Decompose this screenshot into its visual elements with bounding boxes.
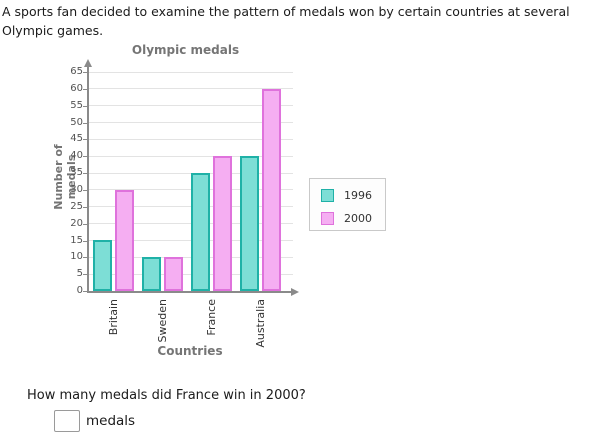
bar-2000-France: [213, 156, 232, 291]
y-tick-mark: [83, 122, 88, 124]
bar-1996-Sweden: [142, 257, 161, 291]
y-tick-label: 60: [70, 82, 83, 94]
y-axis-arrow-icon: [84, 59, 92, 67]
x-axis-line: [87, 291, 292, 293]
y-tick-mark: [83, 139, 88, 141]
gridline: [89, 71, 293, 73]
y-tick-label: 35: [70, 167, 83, 179]
y-tick-mark: [83, 257, 88, 259]
bar-2000-Britain: [115, 190, 134, 291]
y-tick-mark: [83, 72, 88, 73]
bar-1996-Britain: [93, 240, 112, 291]
y-tick-mark: [83, 173, 88, 175]
y-tick-mark: [83, 223, 88, 225]
y-tick-label: 25: [70, 200, 83, 212]
legend-swatch-icon: [321, 212, 334, 225]
y-tick-label: 10: [70, 251, 83, 263]
answer-input[interactable]: [54, 410, 80, 432]
y-tick-mark: [83, 206, 88, 208]
y-tick-mark: [83, 88, 88, 90]
x-category-label: Sweden: [155, 299, 169, 343]
y-tick-mark: [83, 240, 88, 242]
y-tick-label: 15: [70, 234, 83, 246]
legend-item-1996: 1996: [321, 184, 385, 207]
gridline: [89, 122, 293, 123]
y-tick-mark: [83, 274, 88, 276]
question-text: How many medals did France win in 2000?: [27, 388, 306, 403]
bar-2000-Sweden: [164, 257, 183, 291]
gridline: [89, 138, 293, 140]
legend-label: 1996: [344, 189, 372, 202]
y-tick-label: 50: [70, 116, 83, 128]
y-axis-line: [87, 66, 89, 293]
legend: 1996 2000: [309, 178, 386, 231]
y-tick-label: 30: [70, 183, 83, 195]
bar-1996-Australia: [240, 156, 259, 291]
y-tick-mark: [83, 105, 88, 107]
y-tick-label: 5: [76, 268, 83, 280]
gridline: [89, 105, 293, 107]
y-tick-mark: [83, 291, 88, 292]
legend-item-2000: 2000: [321, 207, 385, 230]
x-category-label: Australia: [253, 299, 267, 348]
y-tick-label: 0: [76, 285, 83, 296]
bar-1996-France: [191, 173, 210, 291]
y-tick-label: 65: [70, 66, 83, 77]
y-tick-label: 40: [70, 150, 83, 162]
intro-text: A sports fan decided to examine the patt…: [2, 4, 570, 38]
x-category-label: France: [204, 299, 218, 336]
y-tick-label: 55: [70, 99, 83, 111]
bar-2000-Australia: [262, 89, 281, 291]
gridline: [89, 88, 293, 90]
x-axis-label: Countries: [157, 344, 223, 358]
x-category-label: Britain: [106, 299, 120, 336]
gridline: [89, 155, 293, 157]
y-tick-mark: [83, 189, 88, 191]
y-tick-label: 20: [70, 217, 83, 229]
chart-title: Olympic medals: [131, 43, 240, 57]
legend-swatch-icon: [321, 189, 334, 202]
legend-label: 2000: [344, 212, 372, 225]
answer-unit-label: medals: [86, 413, 136, 429]
x-axis-arrow-icon: [291, 288, 299, 296]
y-tick-label: 45: [70, 133, 83, 145]
olympic-medals-chart: Olympic medals Number of medals Countrie…: [52, 43, 386, 358]
y-tick-mark: [83, 156, 88, 158]
